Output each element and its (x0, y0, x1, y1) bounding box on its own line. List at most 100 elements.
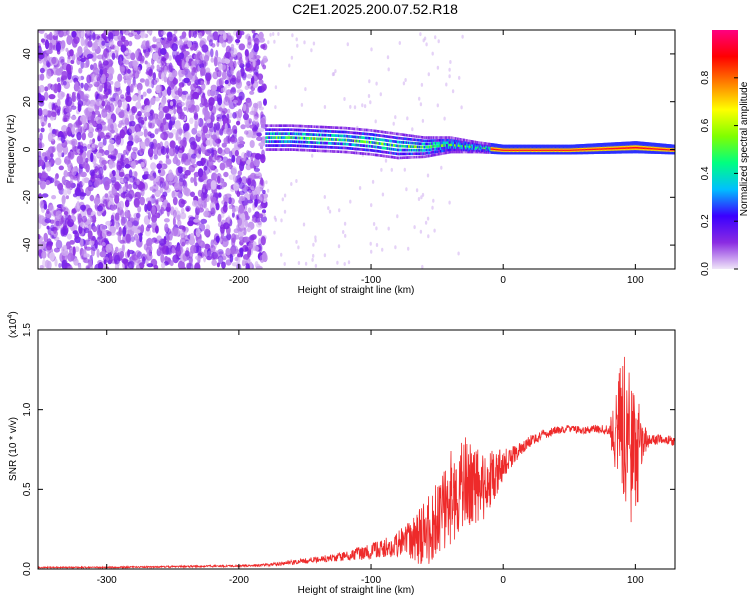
noise-cell (349, 199, 352, 204)
signal-cell (412, 145, 415, 148)
noise-cell (85, 186, 92, 197)
signal-cell (377, 153, 379, 157)
signal-cell (465, 139, 468, 142)
noise-cell (228, 204, 233, 210)
signal-cell (424, 136, 427, 139)
noise-cell (344, 233, 347, 238)
signal-cell (350, 127, 353, 130)
signal-cell (383, 154, 385, 158)
signal-cell (472, 142, 474, 145)
signal-cell (324, 129, 327, 133)
signal-cell (423, 136, 426, 139)
signal-cell (441, 136, 443, 139)
noise-cell (110, 155, 116, 160)
noise-cell (186, 262, 194, 269)
noise-cell (150, 162, 157, 171)
noise-cell (58, 263, 62, 268)
signal-cell (409, 141, 411, 145)
signal-cell (388, 155, 390, 158)
signal-cell (319, 141, 321, 145)
signal-cell (375, 153, 377, 157)
noise-cell (160, 30, 166, 36)
noise-cell (72, 193, 78, 198)
noise-cell (238, 177, 242, 183)
noise-cell (65, 106, 72, 113)
signal-cell (324, 149, 327, 153)
signal-cell (331, 130, 334, 133)
signal-cell (393, 148, 396, 151)
noise-cell (296, 43, 299, 48)
signal-cell (315, 145, 317, 148)
noise-cell (440, 165, 443, 170)
noise-cell (219, 149, 226, 156)
noise-cell (236, 120, 241, 126)
signal-cell (275, 148, 277, 151)
signal-cell (377, 146, 380, 149)
signal-cell (274, 140, 276, 143)
noise-cell (96, 248, 100, 258)
signal-cell (270, 128, 273, 131)
signal-cell (393, 144, 395, 147)
signal-cell (464, 150, 466, 154)
noise-cell (61, 194, 66, 205)
noise-cell (88, 179, 93, 188)
signal-cell (322, 125, 324, 129)
noise-cell (110, 204, 116, 211)
signal-cell (319, 133, 321, 137)
noise-cell (147, 147, 154, 158)
noise-cell (83, 177, 90, 184)
noise-cell (258, 243, 263, 253)
signal-cell (488, 142, 491, 146)
noise-cell (38, 92, 42, 98)
signal-cell (368, 152, 370, 156)
signal-cell (407, 137, 409, 141)
signal-cell (385, 135, 387, 138)
signal-cell (302, 136, 304, 140)
signal-cell (490, 147, 492, 150)
noise-cell (207, 89, 212, 97)
noise-cell (415, 188, 419, 193)
signal-cell (439, 141, 442, 145)
signal-cell (373, 133, 376, 137)
signal-cell (307, 129, 309, 132)
noise-cell (194, 214, 199, 219)
signal-cell (315, 141, 317, 144)
noise-cell (392, 121, 395, 126)
noise-cell (38, 142, 43, 150)
noise-cell (62, 214, 67, 221)
signal-cell (338, 126, 340, 130)
noise-cell (41, 152, 47, 157)
signal-cell (343, 146, 345, 150)
signal-cell (416, 149, 418, 152)
signal-cell (478, 146, 480, 149)
noise-cell (418, 96, 421, 101)
noise-cell (70, 176, 74, 184)
signal-cell (361, 148, 363, 151)
noise-cell (218, 63, 223, 71)
signal-cell (490, 151, 492, 154)
signal-cell (341, 130, 343, 134)
signal-cell (320, 149, 323, 153)
signal-cell (315, 129, 317, 132)
noise-cell (461, 34, 464, 39)
noise-cell (61, 176, 66, 185)
signal-cell (515, 144, 517, 148)
signal-cell (304, 144, 306, 148)
noise-cell (144, 60, 148, 65)
signal-cell (399, 133, 401, 136)
signal-cell (413, 138, 415, 141)
signal-cell (297, 132, 300, 136)
signal-cell (285, 128, 288, 131)
signal-cell (491, 144, 493, 148)
signal-cell (276, 148, 278, 151)
noise-cell (237, 217, 243, 226)
noise-cell (257, 73, 264, 81)
signal-cell (298, 132, 300, 136)
signal-cell (480, 141, 482, 145)
signal-cell (488, 151, 490, 154)
signal-cell (293, 124, 296, 128)
noise-cell (201, 147, 206, 154)
signal-cell (287, 136, 289, 139)
noise-cell (151, 214, 158, 223)
signal-cell (435, 142, 438, 145)
